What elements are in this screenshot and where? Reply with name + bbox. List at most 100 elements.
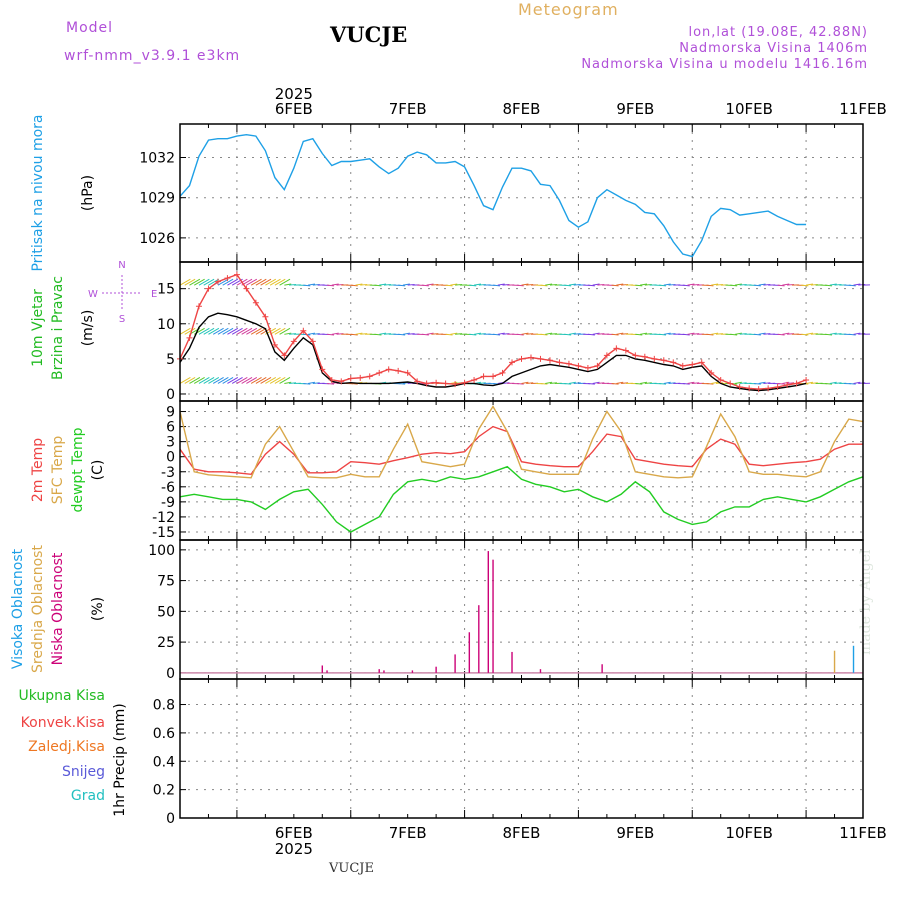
wind-arrow (255, 377, 267, 384)
wind-arrow (782, 283, 790, 286)
panel-frame-precip (179, 678, 864, 819)
wind-arrow (492, 284, 501, 287)
wind-arrow (203, 377, 215, 384)
wind-arrow (829, 283, 837, 286)
gust-marker (613, 345, 620, 352)
wind-arrow (687, 332, 695, 335)
gust-marker (594, 362, 601, 369)
wind-arrow (635, 284, 643, 287)
wind-arrow (255, 327, 267, 335)
y-tick-label: 100 (148, 543, 175, 559)
wind-arrow (227, 377, 239, 384)
gust-marker (262, 313, 269, 320)
wind-arrow (692, 283, 700, 286)
wind-arrow (663, 381, 671, 384)
wind-arrow (834, 283, 842, 286)
wind-arrow (383, 333, 391, 335)
wind-arrow (549, 333, 557, 335)
gust-marker (803, 376, 810, 383)
wind-arrow (663, 283, 671, 286)
gust-marker (717, 376, 724, 383)
bottom-year-label: 2025 (275, 840, 313, 858)
wind-arrow (250, 278, 262, 286)
wind-arrow (592, 283, 600, 286)
wind-arrow (326, 284, 335, 287)
wind-arrow (431, 283, 439, 286)
wind-arrow (564, 382, 572, 385)
wind-arrow (360, 333, 368, 335)
compass-east: E (151, 289, 157, 300)
gust-marker (233, 271, 240, 278)
gust-marker (414, 378, 421, 385)
y-tick-label: 9 (166, 405, 175, 421)
wind-arrow (753, 333, 761, 336)
wind-arrow (829, 381, 837, 384)
wind-arrow (516, 333, 524, 336)
y-tick-label: 5 (166, 352, 175, 368)
wind-arrow (284, 283, 292, 286)
gust-marker (252, 299, 259, 306)
wind-arrow (715, 283, 723, 286)
y-tick-label: 0.2 (153, 783, 175, 799)
y-tick-label: 0 (166, 450, 175, 466)
y-tick-label: 50 (157, 604, 175, 620)
gust-marker (660, 357, 667, 364)
wind-arrow (763, 333, 771, 335)
pressure-unit-label: (hPa) (80, 175, 96, 211)
wind-arrow (307, 381, 316, 384)
wind-arrow (692, 382, 700, 384)
wind-arrow (616, 381, 624, 384)
gust-marker (328, 376, 335, 383)
wind-arrow (269, 278, 281, 286)
wind-arrow (777, 284, 785, 287)
wind-arrow (260, 278, 272, 286)
wind-arrow (269, 327, 281, 335)
precip-legend-item: Ukupna Kisa (18, 688, 105, 704)
wind-arrow (706, 382, 714, 385)
wind-arrow (734, 283, 742, 286)
wind-arrow (805, 332, 814, 335)
cloud-unit-label: (%) (90, 597, 106, 621)
gust-marker (243, 285, 250, 292)
wind-arrow (312, 333, 320, 335)
wind-arrow (526, 283, 534, 286)
wind-arrow (848, 382, 856, 385)
wind-arrow (639, 381, 648, 384)
wind-axis-label-2: Brzina i Pravac (50, 276, 66, 380)
wind-arrow (639, 332, 648, 335)
wind-arrow (274, 377, 286, 384)
wind-arrow (668, 283, 676, 286)
wind-arrow (782, 381, 790, 384)
wind-arrow (545, 283, 553, 286)
wind-arrow (303, 382, 311, 385)
wind-arrow (307, 332, 316, 335)
wind-arrow (753, 382, 761, 385)
wind-arrow (763, 283, 771, 286)
wind-arrow (184, 377, 196, 384)
gust-marker (281, 352, 288, 359)
precip-legend-item: Zaledj.Kisa (28, 739, 105, 755)
wind-arrow (521, 332, 529, 335)
station-title: VUCJE (330, 22, 408, 47)
precip-legend-item: Grad (71, 788, 105, 804)
wind-arrow (587, 284, 595, 287)
wind-arrow (611, 284, 619, 287)
wind-arrow (763, 382, 771, 384)
temp-line-2 (179, 465, 864, 533)
top-year-label: 2025 (275, 85, 313, 103)
wind-arrow (208, 377, 220, 384)
y-tick-label: 1032 (139, 150, 175, 166)
gust-marker (546, 357, 553, 364)
gust-marker (774, 383, 781, 390)
wind-arrow (858, 333, 866, 335)
wind-arrow (198, 377, 210, 384)
wind-arrow (379, 332, 387, 335)
wind-arrow (825, 382, 833, 385)
bottom-day-label: 8FEB (503, 824, 541, 842)
wind-arrow (398, 333, 406, 336)
wind-arrow (545, 332, 553, 335)
gust-marker (641, 353, 648, 360)
top-day-label: 6FEB (275, 100, 313, 118)
wind-arrow (644, 333, 652, 335)
